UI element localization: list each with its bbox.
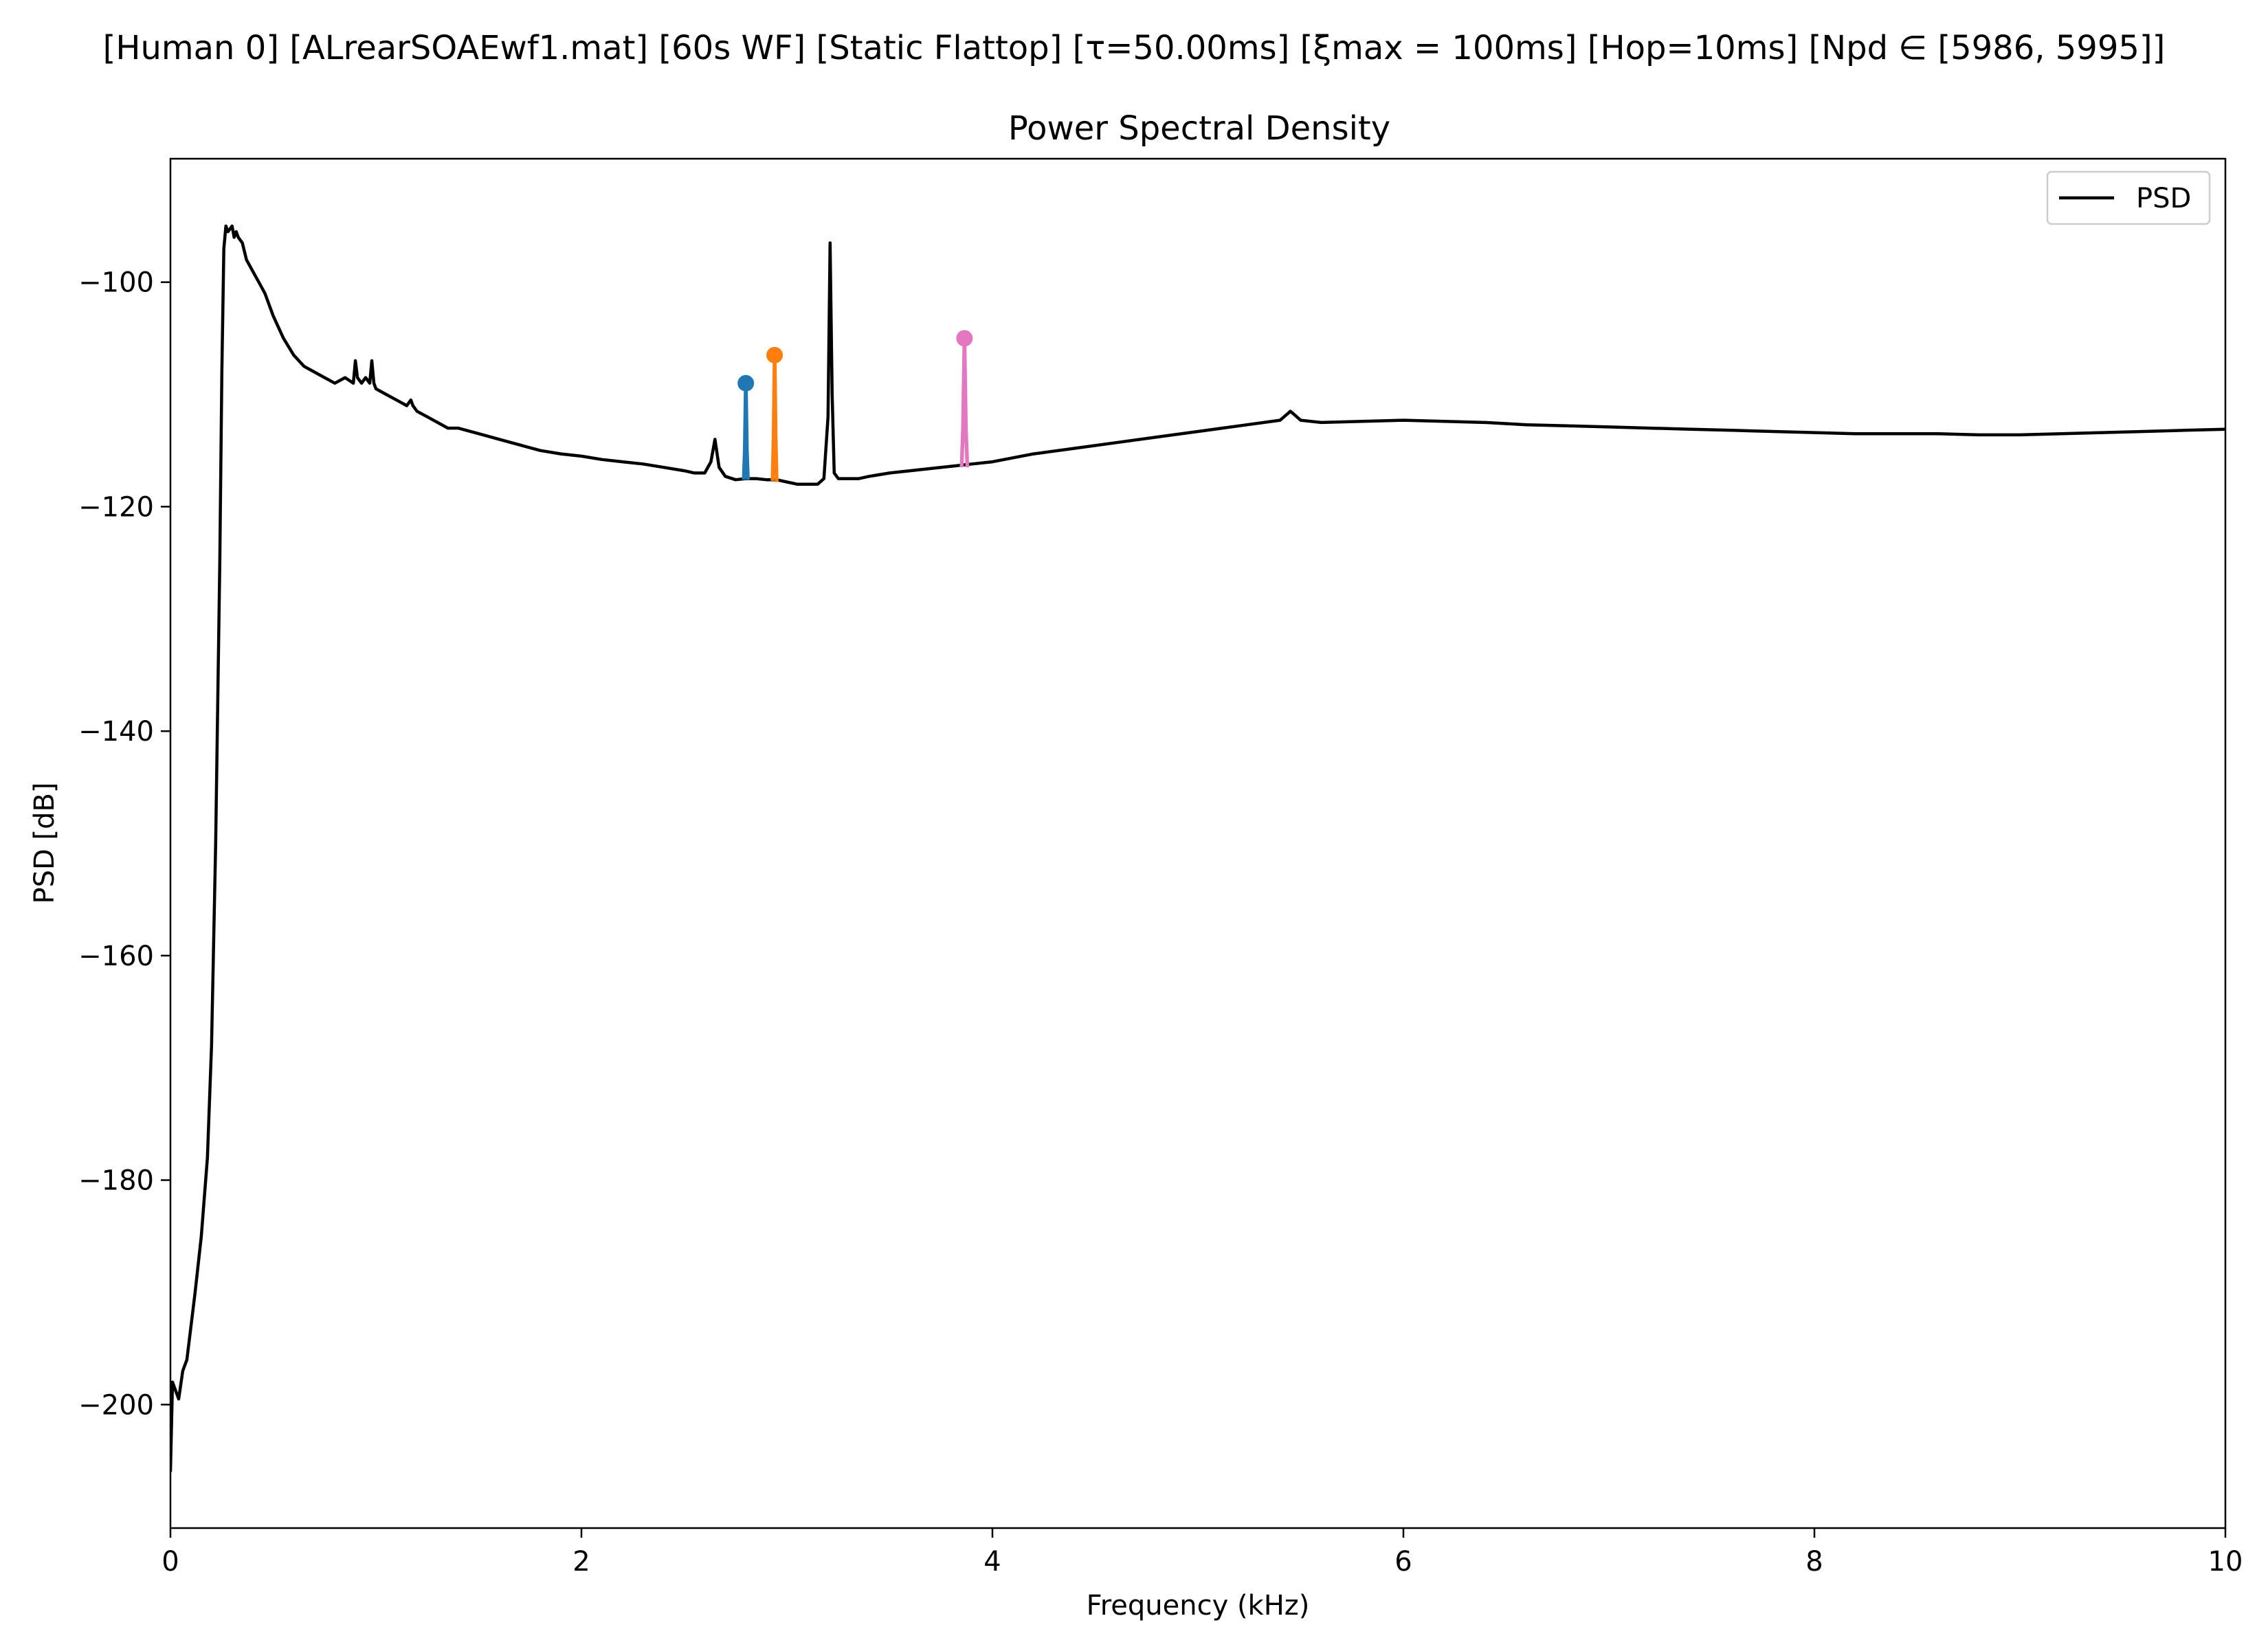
x-tick-label: 4 — [983, 1546, 1001, 1578]
legend: PSD — [2046, 170, 2211, 225]
peak-marker — [766, 346, 783, 363]
plot-frame — [169, 157, 2227, 1529]
x-tick-label: 8 — [1805, 1546, 1823, 1578]
legend-label-psd: PSD — [2136, 183, 2191, 214]
legend-frame — [2046, 170, 2211, 225]
psd-line — [170, 224, 2225, 1472]
y-tick-label: −120 — [78, 491, 154, 523]
peak-line — [742, 381, 750, 480]
y-tick-label: −140 — [78, 716, 154, 748]
plot-area — [170, 159, 2225, 1528]
y-tick-label: −180 — [78, 1165, 154, 1197]
x-tick-label: 0 — [162, 1546, 179, 1578]
peak-marker-layer — [737, 330, 973, 392]
y-axis-label: PSD [dB] — [29, 782, 60, 904]
x-tick-label: 10 — [2208, 1546, 2243, 1578]
y-tick-label: −200 — [78, 1389, 154, 1421]
figure-suptitle: [Human 0] [ALrearSOAEwf1.mat] [60s WF] [… — [103, 29, 2166, 67]
x-axis-ticks: 0 2 4 6 8 10 — [162, 1528, 2243, 1578]
peak-marker — [737, 374, 755, 392]
y-tick-label: −100 — [78, 267, 154, 299]
chart-title: Power Spectral Density — [1008, 109, 1390, 148]
x-tick-label: 2 — [572, 1546, 590, 1578]
peak-line — [770, 353, 779, 482]
x-axis-label: Frequency (kHz) — [1087, 1590, 1310, 1622]
y-axis-ticks: −200 −180 −160 −140 −120 −100 — [78, 267, 170, 1421]
y-tick-label: −160 — [78, 941, 154, 972]
x-tick-label: 6 — [1394, 1546, 1412, 1578]
peak-marker — [956, 330, 973, 347]
